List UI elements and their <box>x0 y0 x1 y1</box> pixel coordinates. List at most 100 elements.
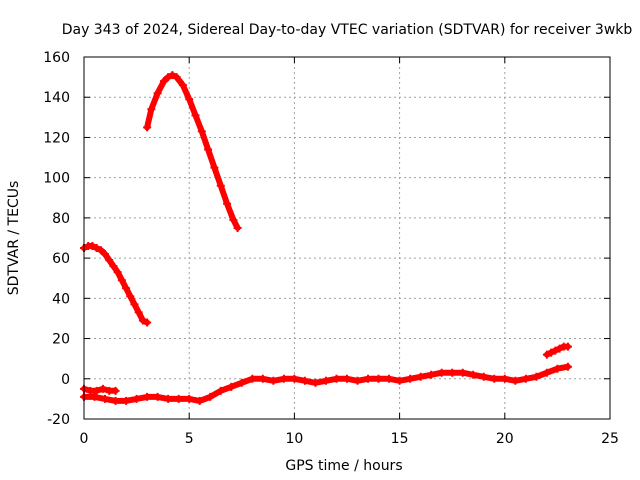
data-point <box>416 372 425 381</box>
data-point <box>448 368 457 377</box>
data-point <box>134 308 143 317</box>
data-point <box>159 77 168 86</box>
data-point <box>374 374 383 383</box>
data-point <box>197 127 206 136</box>
data-point <box>479 372 488 381</box>
data-point <box>185 95 194 104</box>
data-point <box>138 316 147 325</box>
data-point <box>521 374 530 383</box>
data-point <box>204 145 213 154</box>
data-point <box>229 215 238 224</box>
data-point <box>147 105 156 114</box>
data-point <box>143 123 152 132</box>
data-point <box>237 378 246 387</box>
data-point <box>101 250 110 259</box>
y-tick-label: 140 <box>43 90 70 106</box>
data-point <box>248 374 257 383</box>
x-tick-label: 5 <box>185 431 194 447</box>
data-point <box>227 382 236 391</box>
data-point <box>153 392 162 401</box>
data-point <box>395 376 404 385</box>
series-trace <box>81 243 151 326</box>
data-point <box>178 81 187 90</box>
data-point <box>92 244 101 253</box>
data-point <box>88 242 97 251</box>
series-trace <box>144 72 241 231</box>
data-point <box>111 396 120 405</box>
series-arc-mid <box>80 242 152 327</box>
data-point <box>547 348 556 357</box>
y-tick-label: 60 <box>52 251 70 267</box>
y-tick-label: 160 <box>43 50 70 66</box>
data-point <box>111 386 120 395</box>
series-baseline <box>80 362 572 405</box>
data-point <box>113 268 122 277</box>
data-point <box>364 374 373 383</box>
x-axis-label: GPS time / hours <box>285 458 402 474</box>
data-point <box>174 394 183 403</box>
data-point <box>469 370 478 379</box>
y-axis-label: SDTVAR / TECUs <box>6 181 22 296</box>
x-tick-label: 20 <box>496 431 514 447</box>
data-point <box>216 386 225 395</box>
data-point <box>122 284 131 293</box>
data-point <box>223 199 232 208</box>
data-point <box>300 376 309 385</box>
data-point <box>311 378 320 387</box>
data-point <box>143 318 152 327</box>
data-point <box>290 374 299 383</box>
data-point <box>210 163 219 172</box>
data-point <box>117 276 126 285</box>
data-point <box>385 374 394 383</box>
data-point <box>96 246 105 255</box>
data-point <box>92 386 101 395</box>
data-point <box>551 346 560 355</box>
data-point <box>126 292 135 301</box>
data-point <box>185 394 194 403</box>
data-point <box>279 374 288 383</box>
data-point <box>258 374 267 383</box>
x-tick-label: 0 <box>80 431 89 447</box>
x-tick-label: 10 <box>285 431 303 447</box>
data-point <box>143 392 152 401</box>
data-point <box>437 368 446 377</box>
data-point <box>542 368 551 377</box>
data-point <box>153 89 162 98</box>
data-point <box>233 223 242 232</box>
data-point <box>172 73 181 82</box>
data-point <box>164 73 173 82</box>
series-late-segment <box>542 342 572 359</box>
grid <box>84 57 610 419</box>
data-point <box>109 262 118 271</box>
data-point <box>343 374 351 383</box>
data-point <box>563 362 572 371</box>
data-point <box>206 392 215 401</box>
data-point <box>195 396 204 405</box>
data-point <box>130 300 139 309</box>
data-point <box>101 394 110 403</box>
series-baseline-upper <box>80 384 120 395</box>
data-point <box>500 374 509 383</box>
data-point <box>90 392 99 401</box>
data-point <box>511 376 520 385</box>
data-point <box>555 344 564 353</box>
data-point <box>269 376 278 385</box>
data-point <box>216 181 225 190</box>
data-point <box>122 396 131 405</box>
x-tick-label: 15 <box>391 431 409 447</box>
data-point <box>332 374 341 383</box>
data-point <box>191 111 200 120</box>
plot-frame <box>83 56 611 420</box>
data-point <box>490 374 499 383</box>
data-point <box>406 374 415 383</box>
y-tick-label: 80 <box>52 211 70 227</box>
chart-title: Day 343 of 2024, Sidereal Day-to-day VTE… <box>62 22 633 38</box>
data-point <box>168 71 177 80</box>
data-point <box>321 376 330 385</box>
data-point <box>105 256 114 265</box>
y-tick-label: 120 <box>43 130 70 146</box>
data-point <box>98 384 107 393</box>
data-point <box>532 372 541 381</box>
data-series <box>80 71 572 405</box>
